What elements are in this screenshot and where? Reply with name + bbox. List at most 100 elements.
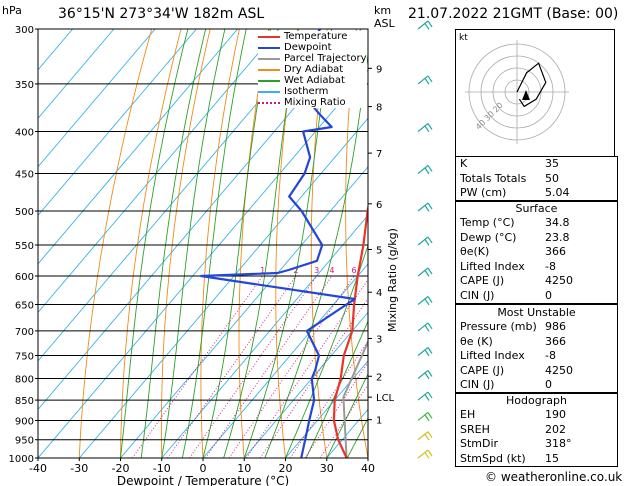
wind-barb-flag (424, 433, 430, 441)
hodograph-param-label: StmSpd (kt) (460, 451, 526, 465)
mixing-ratio-label: 8 (368, 266, 373, 275)
wind-barb-flag (427, 165, 433, 172)
wind-barb-flag (427, 412, 433, 419)
wind-barb (417, 165, 433, 175)
most-unstable-label: Pressure (mb) (460, 320, 537, 333)
copyright: © weatheronline.co.uk (485, 470, 623, 484)
legend-item: Wet Adiabat (258, 75, 367, 86)
most-unstable-row: θe (K) 366 (456, 335, 617, 350)
location-title: 36°15'N 273°34'W 182m ASL (58, 6, 265, 22)
surface-row: Lifted Index -8 (456, 260, 617, 275)
mixing-ratio-axis-label: Mixing Ratio (g/kg) (386, 228, 399, 332)
wind-barb-flag (427, 20, 433, 28)
km-tick-label: 6 (376, 200, 382, 211)
legend-item: Mixing Ratio (258, 97, 367, 108)
wind-barb-flag (424, 167, 430, 175)
km-label: km (374, 4, 392, 17)
isotherm-line (202, 263, 368, 458)
k-index-value: 35 (545, 157, 559, 170)
most-unstable-value: 0 (545, 378, 552, 391)
surface-label: θe(K) (460, 245, 490, 258)
most-unstable-value: 986 (545, 320, 566, 333)
mixing-ratio-line (259, 297, 368, 458)
isotherm-line (285, 360, 368, 458)
wind-barb (417, 296, 433, 306)
mixing-ratio-line (205, 275, 333, 458)
pw-row: PW (cm) 5.04 (456, 186, 617, 201)
surface-value: -8 (545, 259, 556, 273)
totals-row: Totals Totals 50 (456, 172, 617, 187)
wind-barb-flag (424, 372, 430, 380)
pressure-tick-label: 800 (15, 374, 34, 385)
isotherm-line (120, 166, 368, 458)
km-tick-label: 3 (376, 334, 382, 345)
wind-barb-flag (427, 123, 433, 130)
wind-barb-flag (424, 414, 430, 422)
surface-row: Temp (°C) 34.8 (456, 216, 617, 231)
pressure-tick-label: 650 (15, 301, 34, 312)
surface-value: 366 (545, 245, 566, 258)
temp-tick-label: -10 (153, 462, 171, 475)
most-unstable-label: Lifted Index (460, 349, 525, 362)
wet-adiabat-line (326, 372, 368, 458)
parcel-trajectory-line (342, 339, 368, 458)
surface-value: 0 (545, 288, 552, 302)
wind-barb (417, 322, 433, 332)
mixing-ratio-line (319, 383, 368, 458)
wind-barb-staff (417, 347, 429, 356)
wind-barb-flag (427, 391, 433, 399)
legend-item: Dewpoint (258, 42, 367, 53)
isotherm-line (38, 29, 115, 119)
legend-item: Isotherm (258, 86, 367, 97)
wind-barb-flag (427, 322, 433, 330)
legend-label: Wet Adiabat (284, 75, 345, 86)
wind-barb-staff (417, 123, 429, 132)
most-unstable-row: Lifted Index -8 (456, 349, 617, 364)
pressure-tick-label: 400 (15, 128, 34, 139)
legend-label: Isotherm (284, 86, 329, 97)
surface-title: Surface (515, 202, 558, 215)
wind-barb-flag (427, 347, 433, 354)
wind-barb-staff (417, 370, 429, 379)
mixing-ratio-line (131, 275, 263, 458)
mixing-ratio-label: 25 (435, 266, 445, 275)
isotherm-line (38, 29, 280, 314)
mixing-ratio-label: 3 (314, 266, 319, 275)
wind-barb (417, 411, 433, 422)
pressure-tick-label: 600 (15, 272, 34, 283)
wind-barb-flag (424, 394, 430, 401)
plot-area: 12346810162025 (38, 29, 445, 458)
legend-swatch (258, 57, 280, 60)
isotherm-line (38, 29, 197, 217)
wind-barb-flag (424, 77, 430, 85)
km-tick-label: 4 (376, 288, 382, 299)
temp-tick-label: -40 (29, 462, 47, 475)
wind-barb-staff (417, 296, 429, 305)
isotherm-line (243, 311, 368, 458)
wind-barb-staff (417, 236, 429, 246)
wind-barb (417, 75, 433, 85)
wind-barb-flag (427, 370, 433, 377)
hodograph-params-box: Hodograph EH 190 SREH 202 StmDir 318° StmSpd (… (455, 392, 618, 467)
temp-tick-label: -20 (112, 462, 130, 475)
surface-label: Dewp (°C) (460, 230, 517, 244)
most-unstable-label: CIN (J) (460, 378, 495, 391)
hodograph-param-row: SREH 202 (456, 423, 617, 438)
storm-motion-marker (522, 90, 530, 100)
surface-row: θe(K) 366 (456, 245, 617, 260)
most-unstable-row: Pressure (mb) 986 (456, 320, 617, 335)
hodograph-unit-label: kt (459, 33, 468, 43)
datetime-title: 21.07.2022 21GMT (Base: 00) (408, 6, 619, 22)
wind-barb (417, 123, 433, 133)
wind-barb (417, 236, 433, 246)
wind-barb (417, 391, 433, 401)
k-index-row: K 35 (456, 157, 617, 172)
surface-value: 23.8 (545, 230, 570, 244)
isotherm-line (161, 214, 368, 458)
wind-barb-staff (417, 391, 429, 401)
pressure-tick-label: 850 (15, 396, 34, 407)
pressure-tick-label: 950 (15, 436, 34, 447)
isotherm-line (78, 117, 368, 458)
isotherm-line (38, 29, 73, 71)
